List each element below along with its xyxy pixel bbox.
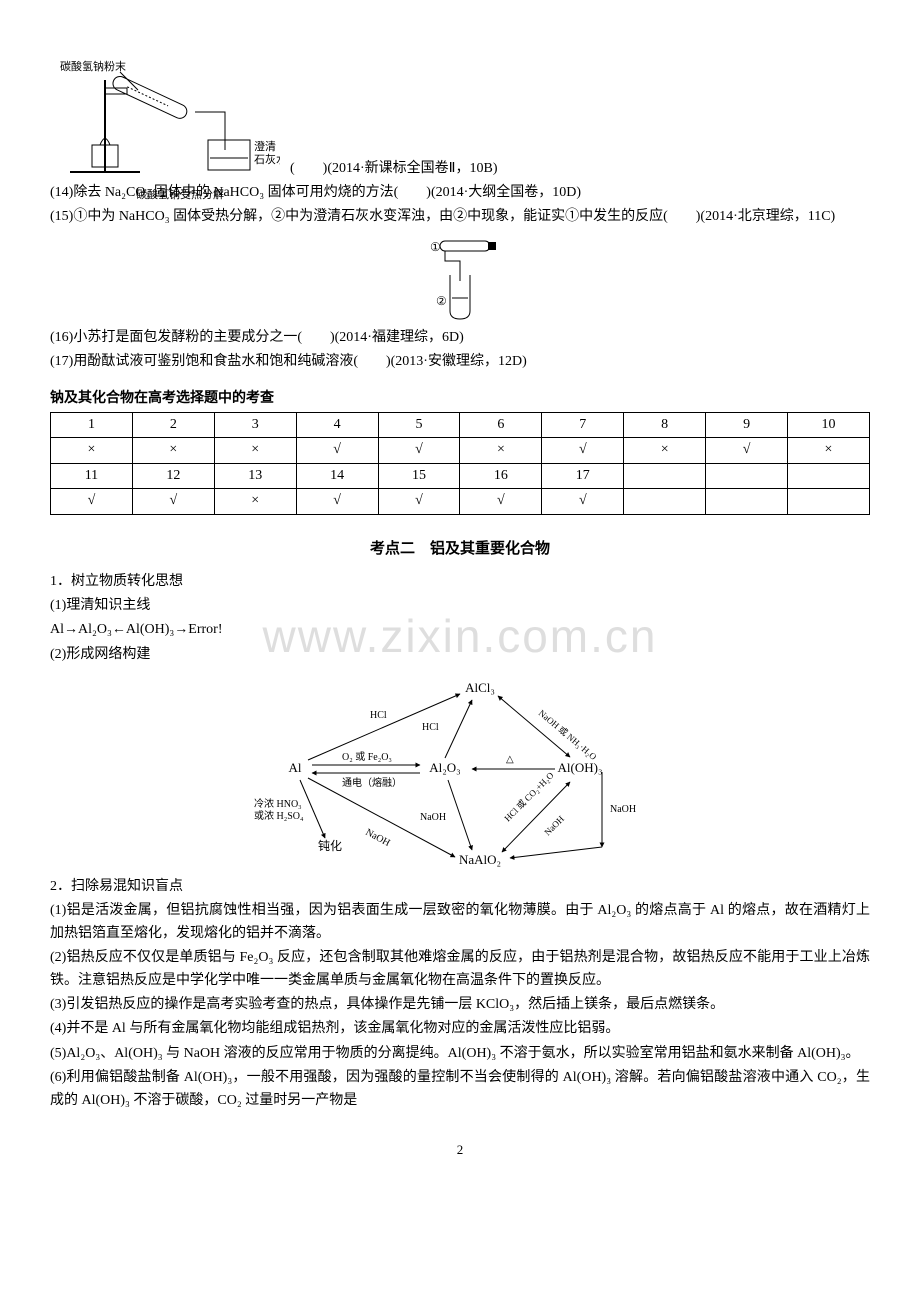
s1: 1．树立物质转化思想 <box>50 571 870 593</box>
s1-chain: Al→Al₂O₃←Al(OH)₃→Error! <box>50 619 870 641</box>
figure-1: 碳酸氢钠粉末 澄清 石灰水 碳酸氢钠受热分解 <box>50 50 280 180</box>
kd-title: 考点二 铝及其重要化合物 <box>50 537 870 561</box>
svg-text:冷浓 HNO₃: 冷浓 HNO₃ <box>254 797 302 810</box>
s1-2: (2)形成网络构建 <box>50 644 870 666</box>
q16: (16)小苏打是面包发酵粉的主要成分之一( )(2014·福建理综，6D) <box>50 327 870 349</box>
table-row: √ √ × √ √ √ √ <box>51 489 870 514</box>
svg-text:钝化: 钝化 <box>318 839 342 853</box>
svg-text:Al: Al <box>289 760 302 775</box>
svg-text:O₂ 或 Fe₂O₃: O₂ 或 Fe₂O₃ <box>342 751 392 763</box>
svg-text:Al(OH)₃: Al(OH)₃ <box>558 760 603 775</box>
p1: (1)铝是活泼金属，但铝抗腐蚀性相当强，因为铝表面生成一层致密的氧化物薄膜。由于… <box>50 900 870 945</box>
svg-text:NaOH: NaOH <box>364 827 392 849</box>
svg-text:通电（熔融）: 通电（熔融） <box>342 776 402 789</box>
fig2-l1: ① <box>430 240 441 254</box>
svg-text:或浓 H₂SO₄: 或浓 H₂SO₄ <box>254 810 304 822</box>
fig2-l2: ② <box>436 294 447 308</box>
p6: (6)利用偏铝酸盐制备 Al(OH)₃，一般不用强酸，因为强酸的量控制不当会使制… <box>50 1067 870 1112</box>
fig1-caption: 碳酸氢钠受热分解 <box>80 187 280 205</box>
q17: (17)用酚酞试液可鉴别饱和食盐水和饱和纯碱溶液( )(2013·安徽理综，12… <box>50 351 870 373</box>
svg-text:NaOH: NaOH <box>610 804 636 815</box>
svg-text:△: △ <box>506 754 514 765</box>
table-row: × × × √ √ × √ × √ × <box>51 438 870 463</box>
page-number: 2 <box>50 1140 870 1161</box>
svg-text:NaAlO₂: NaAlO₂ <box>459 852 501 867</box>
p3: (3)引发铝热反应的操作是高考实验考查的热点，具体操作是先铺一层 KClO₃，然… <box>50 994 870 1016</box>
svg-text:HCl 或 CO₂+H₂O: HCl 或 CO₂+H₂O <box>502 769 556 823</box>
fig1-after: ( )(2014·新课标全国卷Ⅱ，10B) <box>290 158 498 180</box>
table-row: 1 2 3 4 5 6 7 8 9 10 <box>51 412 870 437</box>
s2: 2．扫除易混知识盲点 <box>50 876 870 898</box>
svg-text:HCl: HCl <box>422 722 439 733</box>
figure-1-row: 碳酸氢钠粉末 澄清 石灰水 碳酸氢钠受热分解 ( )(2014·新课标全国卷Ⅱ，… <box>50 50 870 180</box>
svg-text:NaOH: NaOH <box>420 812 446 823</box>
q15: (15)①中为 NaHCO₃ 固体受热分解，②中为澄清石灰水变浑浊，由②中现象，… <box>50 206 870 228</box>
svg-text:NaOH 或 NH₃·H₂O: NaOH 或 NH₃·H₂O <box>537 707 600 762</box>
svg-text:NaOH: NaOH <box>542 813 566 837</box>
svg-text:Al₂O₃: Al₂O₃ <box>429 760 460 775</box>
fig1-r1: 澄清 <box>254 139 276 153</box>
svg-text:HCl: HCl <box>370 710 387 721</box>
network-figure: Al Al₂O₃ Al(OH)₃ AlCl₃ NaAlO₂ 钝化 HCl O₂ … <box>250 672 670 872</box>
table-row: 11 12 13 14 15 16 17 <box>51 463 870 488</box>
s1-1: (1)理清知识主线 <box>50 595 870 617</box>
answers-table: 1 2 3 4 5 6 7 8 9 10 × × × √ √ × √ × √ <box>50 412 870 515</box>
figure-2: ① ② <box>400 233 520 323</box>
p5: (5)Al₂O₃、Al(OH)₃ 与 NaOH 溶液的反应常用于物质的分离提纯。… <box>50 1043 870 1065</box>
svg-text:AlCl₃: AlCl₃ <box>465 680 495 695</box>
fig1-r2: 石灰水 <box>254 152 280 166</box>
fig1-top-label: 碳酸氢钠粉末 <box>60 59 126 73</box>
table-title: 钠及其化合物在高考选择题中的考查 <box>50 388 870 410</box>
p2: (2)铝热反应不仅仅是单质铝与 Fe₂O₃ 反应，还包含制取其他难熔金属的反应，… <box>50 947 870 992</box>
p4: (4)并不是 Al 与所有金属氧化物均能组成铝热剂，该金属氧化物对应的金属活泼性… <box>50 1018 870 1040</box>
